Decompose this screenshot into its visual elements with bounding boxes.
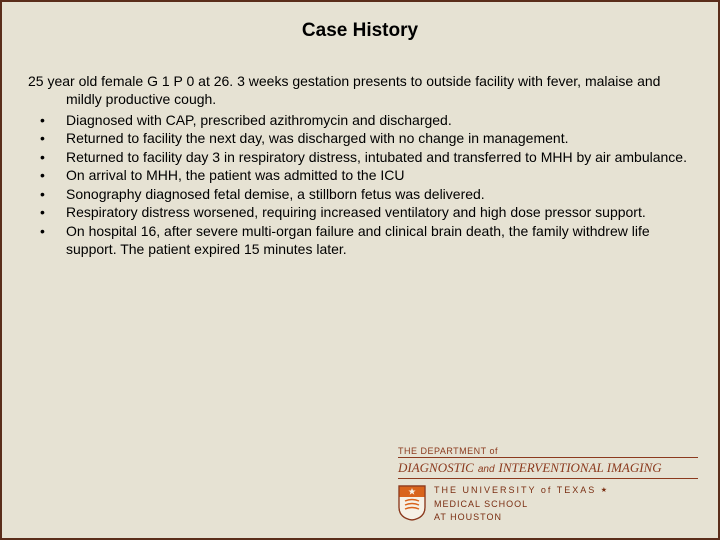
intro-text: 25 year old female G 1 P 0 at 26. 3 week… — [28, 72, 692, 109]
dept-word-and: and — [478, 464, 495, 475]
bullet-text: Respiratory distress worsened, requiring… — [66, 204, 646, 220]
list-item: • On hospital 16, after severe multi-orga… — [28, 222, 692, 259]
bullet-icon: • — [40, 166, 45, 184]
bullet-icon: • — [40, 185, 45, 203]
list-item: • Returned to facility day 3 in respirato… — [28, 148, 692, 166]
ut-line1: THE UNIVERSITY of TEXAS ★ — [434, 485, 609, 497]
bullet-icon: • — [40, 222, 45, 240]
university-row: THE UNIVERSITY of TEXAS ★ MEDICAL SCHOOL… — [398, 485, 698, 524]
university-text: THE UNIVERSITY of TEXAS ★ MEDICAL SCHOOL… — [434, 485, 609, 524]
list-item: • On arrival to MHH, the patient was admi… — [28, 166, 692, 184]
bullet-list: • Diagnosed with CAP, prescribed azithrom… — [28, 111, 692, 259]
bullet-text: On arrival to MHH, the patient was admit… — [66, 167, 404, 183]
bullet-text: Sonography diagnosed fetal demise, a sti… — [66, 186, 485, 202]
dept-word-interventional: INTERVENTIONAL IMAGING — [499, 460, 662, 476]
list-item: • Respiratory distress worsened, requirin… — [28, 203, 692, 221]
bullet-icon: • — [40, 111, 45, 129]
bullet-text: Returned to facility the next day, was d… — [66, 130, 568, 146]
dept-small-text: THE DEPARTMENT of — [398, 446, 698, 456]
list-item: • Diagnosed with CAP, prescribed azithrom… — [28, 111, 692, 129]
bullet-text: Returned to facility day 3 in respirator… — [66, 149, 687, 165]
bullet-icon: • — [40, 129, 45, 147]
bullet-text: On hospital 16, after severe multi-organ… — [66, 223, 650, 257]
bullet-icon: • — [40, 148, 45, 166]
ut-line1-text: THE UNIVERSITY of TEXAS — [434, 485, 596, 495]
ut-line3: AT HOUSTON — [434, 512, 609, 524]
list-item: • Sonography diagnosed fetal demise, a st… — [28, 185, 692, 203]
ut-line2: MEDICAL SCHOOL — [434, 499, 609, 511]
slide-title: Case History — [2, 20, 718, 42]
bullet-icon: • — [40, 203, 45, 221]
dept-word-diagnostic: DIAGNOSTIC — [398, 460, 474, 476]
shield-icon — [398, 485, 426, 521]
dept-main-line: DIAGNOSTIC and INTERVENTIONAL IMAGING — [398, 457, 698, 479]
slide-body: 25 year old female G 1 P 0 at 26. 3 week… — [2, 72, 718, 259]
slide: Case History 25 year old female G 1 P 0 … — [0, 0, 720, 540]
list-item: • Returned to facility the next day, was … — [28, 129, 692, 147]
star-icon: ★ — [601, 487, 609, 494]
bullet-text: Diagnosed with CAP, prescribed azithromy… — [66, 112, 452, 128]
footer-branding: THE DEPARTMENT of DIAGNOSTIC and INTERVE… — [398, 446, 698, 524]
